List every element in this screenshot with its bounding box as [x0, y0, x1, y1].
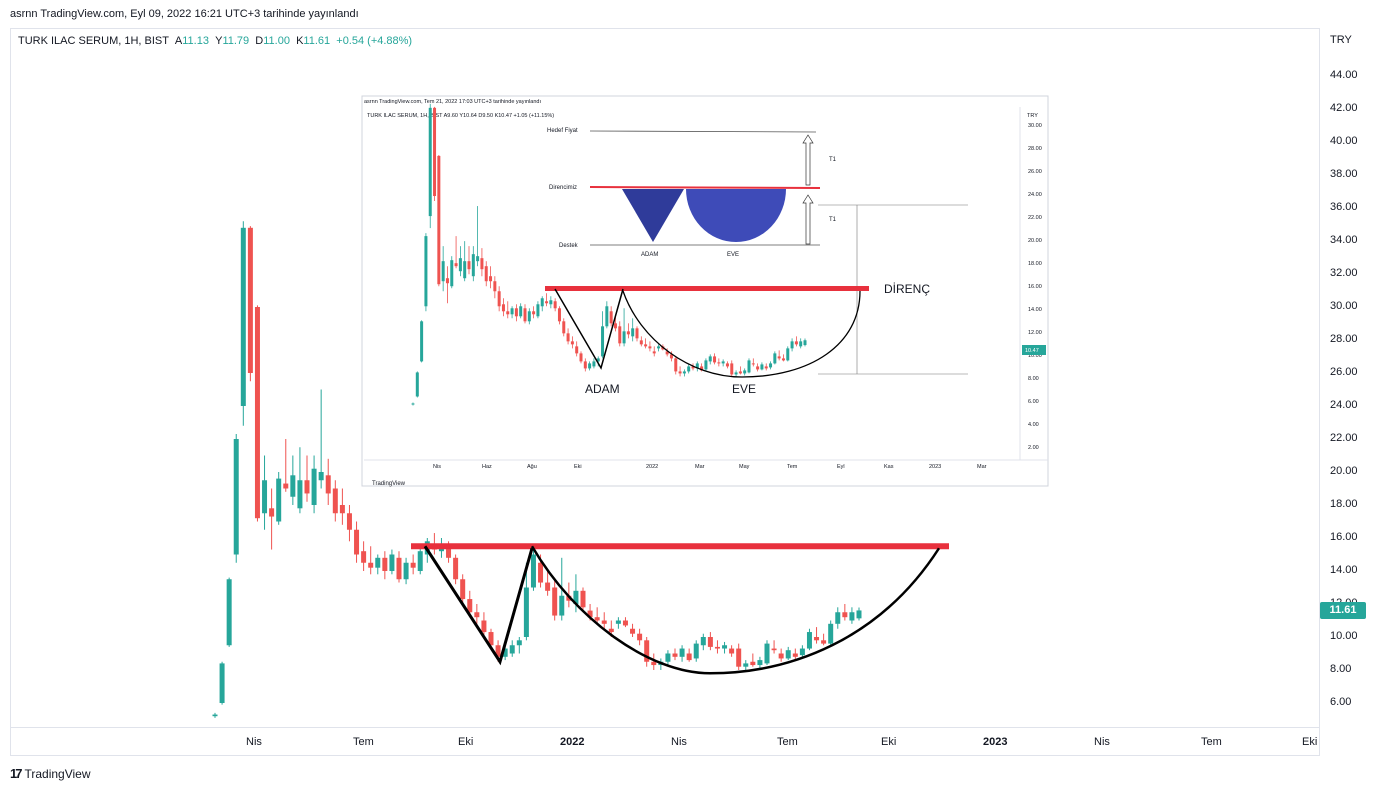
price-tick: 44.00: [1330, 69, 1358, 81]
price-tick: 24.00: [1330, 399, 1358, 411]
tradingview-logo-text: TradingView: [24, 766, 91, 781]
time-tick: Eki: [458, 736, 474, 748]
price-tick: 10.00: [1330, 630, 1358, 642]
price-tick: 8.00: [1330, 663, 1352, 675]
currency-label: TRY: [1330, 34, 1352, 46]
change-value: +0.54 (+4.88%): [336, 35, 413, 47]
symbol-legend: TURK ILAC SERUM, 1H, BIST A11.13 Y11.79 …: [18, 35, 412, 47]
time-axis[interactable]: [10, 728, 1320, 756]
price-tick: 28.00: [1330, 333, 1358, 345]
time-tick: 2023: [983, 736, 1008, 748]
time-tick: Nis: [246, 736, 262, 748]
price-tick: 22.00: [1330, 432, 1358, 444]
time-tick: Eki: [881, 736, 897, 748]
symbol-name[interactable]: TURK ILAC SERUM, 1H, BIST: [18, 35, 169, 47]
price-tick: 16.00: [1330, 531, 1358, 543]
price-tick: 6.00: [1330, 696, 1352, 708]
price-tick: 32.00: [1330, 267, 1358, 279]
time-tick: Tem: [777, 736, 798, 748]
open-label: A: [174, 35, 183, 47]
price-tick: 30.00: [1330, 300, 1358, 312]
price-axis[interactable]: [1320, 28, 1386, 728]
time-tick: 2022: [560, 736, 585, 748]
price-tick: 38.00: [1330, 168, 1358, 180]
time-tick: Tem: [353, 736, 374, 748]
low-value: 11.00: [263, 35, 290, 47]
price-tick: 20.00: [1330, 465, 1358, 477]
price-tick: 42.00: [1330, 102, 1358, 114]
high-label: Y: [215, 35, 223, 47]
open-value: 11.13: [182, 35, 209, 47]
price-tick: 40.00: [1330, 135, 1358, 147]
publish-credit: asrnn TradingView.com, Eyl 09, 2022 16:2…: [10, 8, 359, 20]
low-label: D: [255, 35, 264, 47]
last-price-badge: 11.61: [1320, 602, 1366, 619]
high-value: 11.79: [222, 35, 250, 47]
chart-pane[interactable]: [10, 28, 1320, 728]
price-tick: 18.00: [1330, 498, 1358, 510]
close-value: 11.61: [303, 35, 331, 47]
time-tick: Nis: [671, 736, 687, 748]
time-tick: Eki: [1302, 736, 1318, 748]
tradingview-logo-icon: 17: [10, 766, 23, 781]
time-tick: Tem: [1201, 736, 1222, 748]
price-tick: 34.00: [1330, 234, 1358, 246]
price-tick: 26.00: [1330, 366, 1358, 378]
price-tick: 36.00: [1330, 201, 1358, 213]
price-tick: 14.00: [1330, 564, 1358, 576]
tradingview-logo[interactable]: 17 TradingView: [10, 766, 91, 781]
close-label: K: [296, 35, 304, 47]
time-tick: Nis: [1094, 736, 1110, 748]
